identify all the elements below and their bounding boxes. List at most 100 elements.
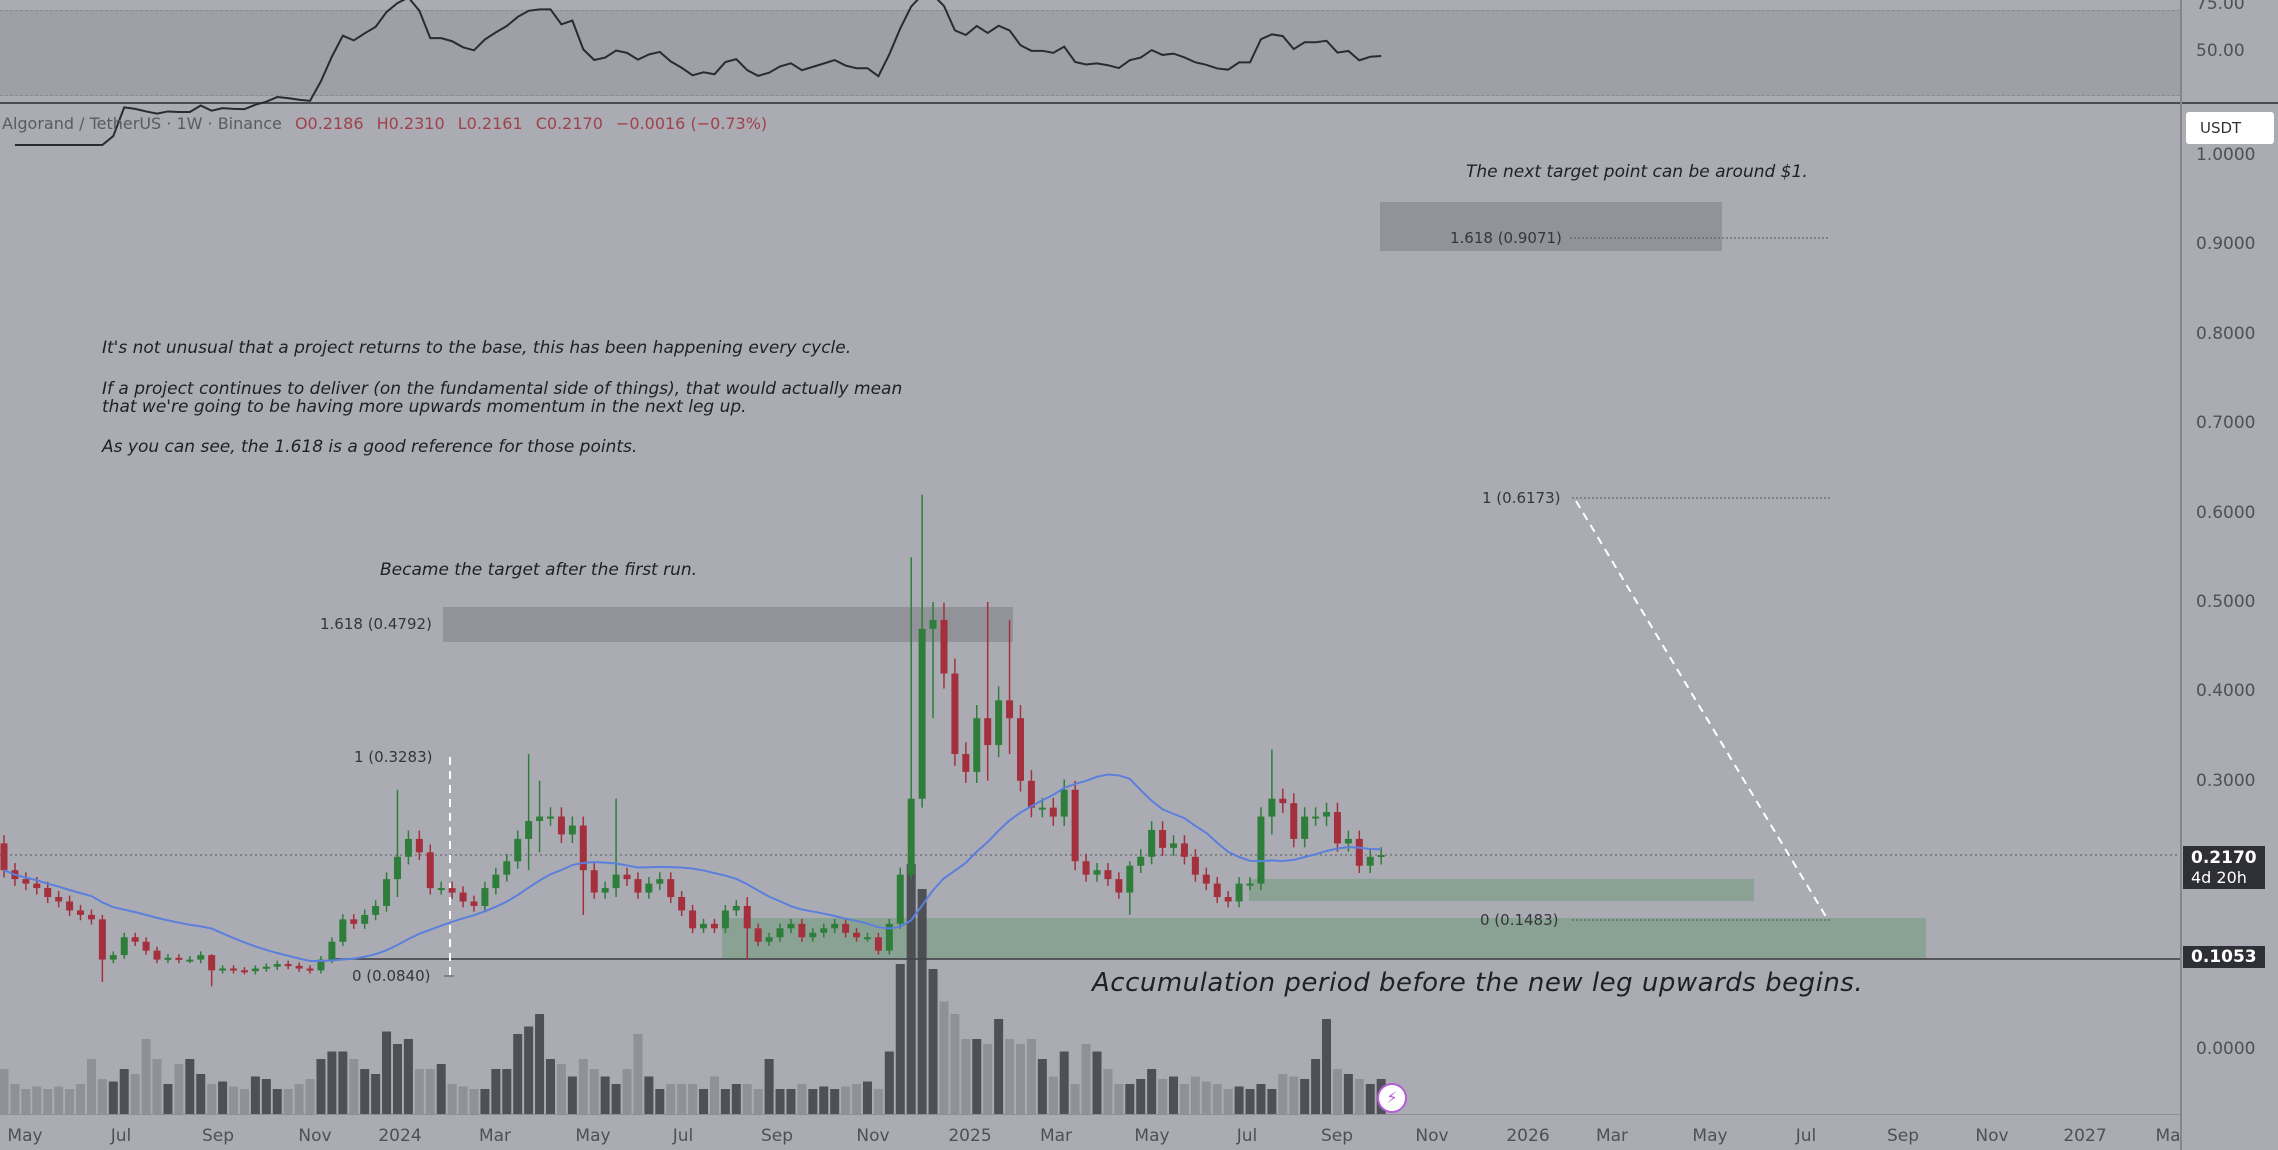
support-zone[interactable] <box>1249 879 1754 901</box>
candle[interactable] <box>1268 749 1276 835</box>
candle[interactable] <box>547 807 554 826</box>
candle[interactable] <box>1049 797 1057 826</box>
candle[interactable] <box>142 937 150 955</box>
candle[interactable] <box>1246 876 1254 891</box>
candle[interactable] <box>350 914 358 929</box>
candle[interactable] <box>131 932 139 947</box>
candle[interactable] <box>1082 853 1090 882</box>
candle[interactable] <box>1115 872 1123 899</box>
candle[interactable] <box>721 904 729 934</box>
candle[interactable] <box>361 909 369 929</box>
candle[interactable] <box>470 895 478 912</box>
candle[interactable] <box>1235 876 1243 908</box>
candle[interactable] <box>940 602 948 689</box>
candle[interactable] <box>557 807 565 844</box>
candle[interactable] <box>634 872 642 899</box>
candle[interactable] <box>1355 830 1363 874</box>
candle[interactable] <box>809 928 817 942</box>
candle[interactable] <box>995 686 1003 758</box>
candle[interactable] <box>1137 849 1145 874</box>
candle[interactable] <box>492 867 500 895</box>
candle[interactable] <box>754 923 762 947</box>
pane-separator[interactable] <box>0 102 2278 104</box>
candle[interactable] <box>153 946 161 964</box>
candle[interactable] <box>44 881 52 904</box>
candle[interactable] <box>251 965 259 975</box>
candle[interactable] <box>732 900 740 916</box>
price-chart[interactable] <box>0 0 2180 1150</box>
candle[interactable] <box>55 890 63 908</box>
candle[interactable] <box>503 853 511 882</box>
lightning-icon[interactable]: ⚡ <box>1377 1083 1407 1113</box>
candle[interactable] <box>842 918 850 938</box>
candle[interactable] <box>1301 807 1309 848</box>
candle[interactable] <box>743 897 751 960</box>
note-para2a[interactable]: If a project continues to deliver (on th… <box>102 379 903 399</box>
candle[interactable] <box>372 900 380 921</box>
candle[interactable] <box>656 872 664 891</box>
candle[interactable] <box>1213 876 1221 904</box>
candle[interactable] <box>689 904 697 934</box>
candle[interactable] <box>120 932 128 959</box>
candle[interactable] <box>437 881 445 895</box>
candle[interactable] <box>66 895 74 916</box>
candle[interactable] <box>1170 835 1178 856</box>
candle[interactable] <box>1126 861 1134 915</box>
candle[interactable] <box>590 863 598 899</box>
candle[interactable] <box>853 928 861 942</box>
candle[interactable] <box>514 830 522 869</box>
candle[interactable] <box>415 830 423 861</box>
candle[interactable] <box>907 557 915 880</box>
note-para1[interactable]: It's not unusual that a project returns … <box>102 338 852 358</box>
accumulation-note[interactable]: Accumulation period before the new leg u… <box>1092 968 1864 998</box>
candle[interactable] <box>87 909 95 925</box>
candle[interactable] <box>568 816 576 844</box>
candle[interactable] <box>798 918 806 942</box>
candle[interactable] <box>98 914 106 982</box>
candle[interactable] <box>1323 802 1331 826</box>
candle[interactable] <box>186 956 194 964</box>
candle[interactable] <box>22 872 30 891</box>
candle[interactable] <box>710 918 718 934</box>
candle[interactable] <box>1006 619 1014 754</box>
candle[interactable] <box>1333 802 1341 852</box>
candle[interactable] <box>1148 821 1156 865</box>
candle[interactable] <box>164 954 172 964</box>
candle[interactable] <box>109 951 117 964</box>
candle[interactable] <box>918 494 926 808</box>
candle[interactable] <box>1377 847 1385 865</box>
candle[interactable] <box>404 830 412 865</box>
candle[interactable] <box>328 937 336 964</box>
accumulation-zone[interactable] <box>722 918 1926 959</box>
candle[interactable] <box>1104 863 1112 886</box>
candle[interactable] <box>1224 890 1232 908</box>
candle[interactable] <box>678 890 686 916</box>
candle[interactable] <box>1366 849 1374 874</box>
candle[interactable] <box>295 962 303 972</box>
candle[interactable] <box>1191 849 1199 882</box>
candle[interactable] <box>536 780 544 853</box>
candle[interactable] <box>962 742 970 783</box>
candle[interactable] <box>874 932 882 955</box>
candle[interactable] <box>426 844 434 895</box>
candle[interactable] <box>262 963 270 972</box>
candle[interactable] <box>339 914 347 947</box>
target-note[interactable]: The next target point can be around $1. <box>1466 162 1808 182</box>
candle[interactable] <box>273 960 281 971</box>
candle[interactable] <box>1016 704 1024 792</box>
symbol-legend[interactable]: Algorand / TetherUS · 1W · Binance O0.21… <box>2 114 767 133</box>
candle[interactable] <box>77 904 85 921</box>
candle[interactable] <box>1279 788 1287 813</box>
candle[interactable] <box>929 602 937 719</box>
candle[interactable] <box>579 816 587 915</box>
candle[interactable] <box>1202 867 1210 891</box>
candle[interactable] <box>820 923 828 938</box>
candle[interactable] <box>383 872 391 912</box>
candle[interactable] <box>317 956 325 974</box>
candle[interactable] <box>230 965 238 974</box>
candle[interactable] <box>1071 780 1079 871</box>
candle[interactable] <box>951 658 959 766</box>
candle[interactable] <box>831 918 839 934</box>
candle[interactable] <box>863 932 871 942</box>
fib-new-diagonal-dashed[interactable] <box>1575 500 1829 921</box>
